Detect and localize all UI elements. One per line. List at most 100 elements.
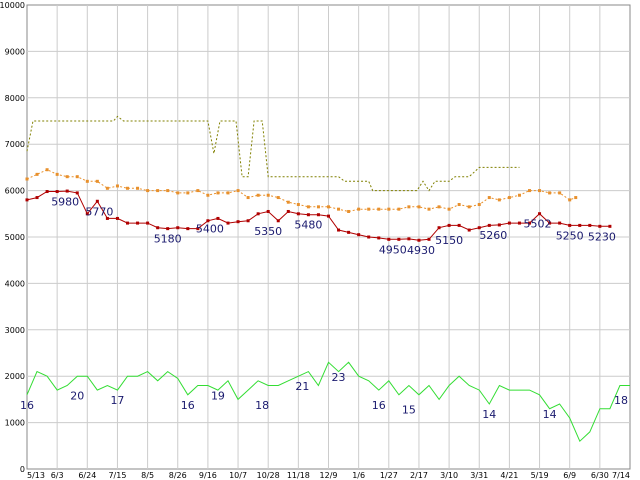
data-label: 16 [181, 399, 195, 412]
x-tick-label: 8/26 [169, 471, 187, 480]
data-point-red [35, 196, 39, 200]
data-point-red [226, 221, 230, 225]
x-tick-label: 7/14 [612, 471, 630, 480]
data-point-orange [126, 186, 129, 190]
data-point-orange [186, 191, 190, 195]
y-tick-label: 9000 [5, 47, 25, 56]
data-point-red [457, 223, 461, 227]
data-point-orange [437, 205, 441, 209]
data-point-red [105, 216, 109, 220]
data-label: 5502 [524, 218, 552, 231]
data-label: 4930 [407, 244, 435, 257]
data-point-orange [25, 177, 29, 181]
y-tick-label: 6000 [5, 187, 25, 196]
y-axis-ticks: 0 1000 2000 3000 4000 5000 6000 7000 8000 9000 100… [0, 1, 25, 474]
data-point-red [316, 213, 320, 217]
x-axis-ticks: 5/13 6/3 6/24 7/15 8/5 8/26 9/16 10/7 10/28 11/18… [27, 471, 630, 480]
data-point-orange [216, 191, 220, 195]
series-line-green [26, 361, 630, 443]
data-point-red [407, 237, 411, 241]
data-point-orange [35, 172, 39, 176]
x-tick-label: 11/18 [287, 471, 310, 480]
y-tick-label: 1000 [5, 419, 25, 428]
data-point-red [95, 199, 99, 203]
data-point-orange [266, 193, 270, 197]
data-point-orange [447, 207, 451, 211]
data-point-red [327, 214, 330, 218]
x-tick-label: 3/31 [470, 471, 488, 480]
data-point-orange [55, 172, 59, 176]
data-point-red [75, 191, 79, 195]
data-point-red [236, 220, 240, 224]
data-label: 16 [20, 399, 34, 412]
y-tick-label: 7000 [5, 140, 25, 149]
data-point-orange [236, 189, 240, 193]
data-point-red [467, 228, 471, 232]
data-point-red [156, 226, 160, 230]
data-point-red [337, 228, 341, 232]
data-point-orange [327, 205, 330, 209]
data-point-red [548, 221, 552, 225]
data-label: 5230 [588, 230, 616, 243]
data-point-red [347, 230, 351, 234]
data-point-orange [166, 189, 170, 193]
data-point-red [186, 227, 190, 231]
data-point-orange [156, 189, 160, 193]
data-point-red [126, 221, 129, 225]
x-tick-label: 8/5 [141, 471, 154, 480]
data-label: 17 [110, 394, 124, 407]
data-point-red [568, 223, 572, 227]
data-label: 19 [211, 389, 225, 402]
data-point-red [216, 216, 220, 220]
data-point-red [146, 221, 150, 225]
data-point-orange [296, 203, 300, 207]
data-point-red [538, 212, 542, 216]
x-tick-label: 2/17 [410, 471, 428, 480]
data-point-red [176, 226, 180, 230]
data-point-orange [427, 207, 431, 211]
data-point-orange [45, 168, 49, 172]
data-point-red [166, 227, 170, 231]
data-label: 5180 [154, 233, 182, 246]
data-point-orange [357, 207, 361, 211]
data-point-red [196, 227, 200, 231]
data-point-orange [306, 205, 310, 209]
data-point-orange [517, 193, 521, 197]
data-point-red [357, 233, 361, 237]
data-label: 14 [482, 408, 496, 421]
data-point-red [276, 219, 280, 223]
data-point-orange [487, 196, 491, 200]
data-point-orange [176, 191, 180, 195]
data-point-red [45, 190, 49, 194]
series-layer [25, 115, 630, 443]
data-point-orange [115, 184, 119, 188]
data-label: 18 [255, 399, 269, 412]
data-label: 5350 [254, 225, 282, 238]
data-label: 5250 [556, 229, 584, 242]
data-point-orange [347, 209, 351, 213]
data-point-red [367, 235, 371, 239]
data-point-orange [65, 175, 69, 179]
data-label: 23 [332, 371, 346, 384]
data-point-red [387, 237, 391, 241]
x-tick-label: 10/7 [229, 471, 247, 480]
series-line-orange [26, 169, 576, 213]
data-point-red [55, 190, 59, 194]
data-point-orange [95, 179, 99, 183]
data-point-red [608, 224, 612, 228]
data-label: 21 [295, 380, 309, 393]
data-point-orange [568, 198, 572, 202]
data-point-red [447, 223, 451, 227]
data-point-red [477, 226, 481, 230]
grid-lines [27, 5, 630, 469]
x-tick-label: 6/9 [563, 471, 576, 480]
data-point-orange [417, 205, 421, 209]
y-tick-label: 5000 [5, 233, 25, 242]
y-tick-label: 4000 [5, 279, 25, 288]
y-tick-label: 2000 [5, 372, 25, 381]
data-point-orange [407, 205, 411, 209]
data-point-orange [574, 196, 578, 200]
data-point-orange [367, 207, 371, 211]
